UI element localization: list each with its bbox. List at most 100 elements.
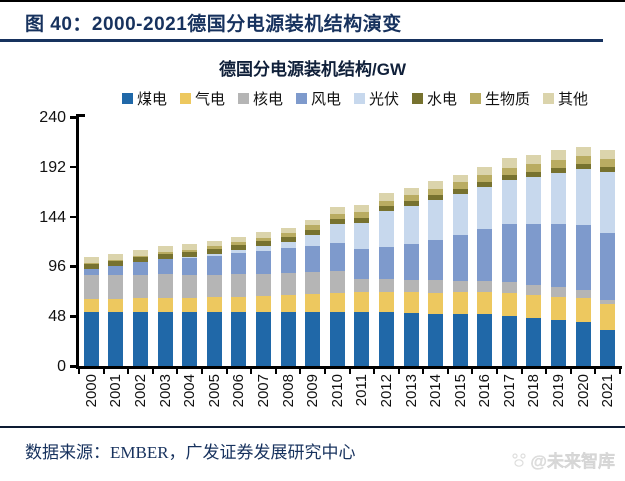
bar-segment-2015-其他: [452, 174, 468, 183]
x-axis-year-label: 2004: [181, 374, 199, 408]
bar-segment-2012-其他: [378, 193, 394, 201]
bar-segment-2009-风电: [305, 245, 321, 273]
bar-segment-2010-煤电: [329, 312, 345, 366]
bar-segment-2003-其他: [157, 246, 173, 253]
bar-segment-2012-风电: [378, 246, 394, 280]
bar-segment-2020-光伏: [575, 169, 591, 226]
stacked-bar-2015: [452, 174, 468, 366]
bar-segment-2010-核电: [329, 271, 345, 294]
bar-segment-2005-其他: [206, 240, 222, 247]
x-label-slot: 2015: [448, 374, 473, 422]
bar-segment-2021-风电: [600, 233, 616, 300]
bar-slot-2010: [325, 117, 350, 366]
bar-segment-2021-光伏: [600, 172, 616, 234]
x-axis-year-label: 2002: [131, 374, 149, 408]
bar-segment-2016-风电: [477, 229, 493, 281]
bar-segment-2004-水电: [182, 252, 198, 258]
bar-segment-2002-生物质: [132, 255, 148, 258]
y-axis-tick-mark: [70, 116, 77, 119]
y-axis-tick-label: 48: [48, 308, 66, 326]
bar-segment-2020-水电: [575, 164, 591, 170]
bar-segment-2007-风电: [255, 250, 271, 274]
bar-segment-2018-气电: [526, 294, 542, 319]
bar-segment-2008-光伏: [280, 242, 296, 249]
bar-slot-2008: [276, 117, 301, 366]
bar-segment-2015-气电: [452, 292, 468, 315]
bar-segment-2011-气电: [354, 292, 370, 313]
bar-segment-2013-其他: [403, 187, 419, 195]
caption-underline-rule: [0, 39, 603, 42]
legend-label: 其他: [558, 91, 589, 108]
y-axis-top-tick: [76, 114, 85, 117]
stacked-bar-2006: [231, 236, 247, 366]
bar-segment-2002-核电: [132, 274, 148, 299]
bar-segment-2004-煤电: [182, 312, 198, 366]
bar-segment-2011-风电: [354, 249, 370, 280]
x-label-slot: 2016: [473, 374, 498, 422]
bar-segment-2020-其他: [575, 146, 591, 156]
x-axis-tick-mark: [274, 368, 277, 374]
stacked-bar-2014: [428, 181, 444, 366]
legend-swatch-icon: [354, 93, 365, 104]
x-axis-year-label: 2016: [476, 374, 494, 408]
x-label-slot: 2003: [153, 374, 178, 422]
stacked-bar-2005: [206, 240, 222, 366]
x-axis-tick-mark: [176, 368, 179, 374]
footer-rule: [0, 426, 625, 428]
watermark: @未来智库: [511, 447, 615, 472]
bar-segment-2014-光伏: [428, 200, 444, 240]
x-axis-tick-mark: [520, 368, 523, 374]
figure-caption: 图 40：2000-2021德国分电源装机结构演变: [25, 14, 402, 35]
bar-slot-2009: [300, 117, 325, 366]
bar-slot-2007: [251, 117, 276, 366]
bar-slot-2003: [153, 117, 178, 366]
x-axis-year-labels: 2000 2001 2002 2003 2004 2005 2006 2007 2008 2009…: [79, 374, 620, 422]
chart-legend: 煤电 气电 核电 风电 光伏 水电 生物质 其他: [85, 88, 625, 109]
bar-segment-2014-气电: [428, 292, 444, 315]
bar-segment-2011-生物质: [354, 212, 370, 218]
x-axis-year-label: 2011: [353, 374, 371, 407]
bar-segment-2005-核电: [206, 274, 222, 298]
y-axis-tick-mark: [70, 265, 77, 268]
bar-segment-2020-生物质: [575, 155, 591, 165]
bar-segment-2017-水电: [501, 175, 517, 181]
bar-segment-2011-核电: [354, 279, 370, 293]
bar-segment-2013-光伏: [403, 206, 419, 245]
x-axis-tick-mark: [102, 368, 105, 374]
x-axis-tick-mark: [397, 368, 400, 374]
bar-segment-2018-其他: [526, 154, 542, 165]
bar-slot-2019: [546, 117, 571, 366]
bar-segment-2021-核电: [600, 299, 616, 304]
x-label-slot: 2020: [571, 374, 596, 422]
bar-segment-2016-核电: [477, 280, 493, 292]
bar-segment-2018-水电: [526, 172, 542, 178]
bar-segment-2009-煤电: [305, 312, 321, 366]
bar-segment-2018-光伏: [526, 177, 542, 224]
bar-segment-2021-煤电: [600, 329, 616, 366]
x-label-slot: 2006: [227, 374, 252, 422]
data-source-note: 数据来源：EMBER，广发证券发展研究中心: [25, 443, 356, 462]
bar-segment-2010-水电: [329, 219, 345, 225]
x-label-slot: 2007: [251, 374, 276, 422]
stacked-bar-2002: [132, 249, 148, 366]
bar-segment-2013-水电: [403, 201, 419, 207]
bar-segment-2013-生物质: [403, 194, 419, 202]
bar-segment-2003-气电: [157, 297, 173, 313]
legend-label: 煤电: [136, 91, 167, 108]
y-axis-tick-label: 96: [48, 258, 66, 276]
bar-segment-2014-核电: [428, 280, 444, 293]
bar-segment-2018-风电: [526, 223, 542, 286]
bar-segment-2005-风电: [206, 255, 222, 275]
bar-segment-2007-生物质: [255, 238, 271, 242]
bar-segment-2008-其他: [280, 227, 296, 234]
bar-segment-2000-生物质: [83, 262, 99, 264]
bar-segment-2012-煤电: [378, 312, 394, 366]
bar-segment-2004-风电: [182, 258, 198, 276]
bar-segment-2019-光伏: [551, 172, 567, 224]
x-label-slot: 2010: [325, 374, 350, 422]
y-axis-tick-label: 144: [39, 208, 66, 226]
bar-segment-2004-生物质: [182, 250, 198, 253]
bar-segment-2005-煤电: [206, 312, 222, 366]
x-axis-year-label: 2018: [525, 374, 543, 408]
bar-segment-2017-风电: [501, 224, 517, 283]
